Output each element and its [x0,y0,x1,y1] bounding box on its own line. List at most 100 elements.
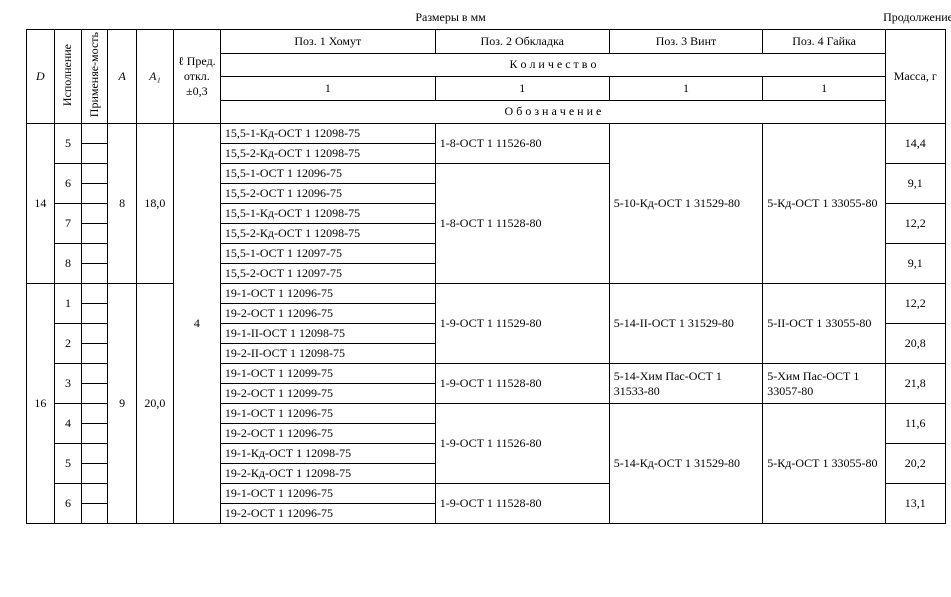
cell-prim [81,264,108,284]
cell-p2: 1-9-ОСТ 1 11528-80 [435,364,609,404]
col-poz4: Поз. 4 Гайка [763,30,886,54]
table-body: 145818,0415,5-1-Кд-ОСТ 1 12098-751-8-ОСТ… [26,124,945,524]
cell-isp: 7 [55,204,82,244]
cell-p2: 1-9-ОСТ 1 11526-80 [435,404,609,484]
cell-p1: 15,5-1-Кд-ОСТ 1 12098-75 [220,124,435,144]
qty-3: 1 [609,77,763,101]
col-poz1: Поз. 1 Хомут [220,30,435,54]
cell-mass: 13,1 [886,484,945,524]
cell-d: 16 [26,284,55,524]
cell-isp: 1 [55,284,82,324]
cell-prim [81,404,108,424]
col-a1: A₁ [136,30,173,124]
spec-table: D Исполнение Применяе-мость A A₁ ℓ Пред.… [26,29,946,524]
cell-isp: 5 [55,124,82,164]
cell-p4: 5-Кд-ОСТ 1 33055-80 [763,404,886,524]
cell-prim [81,204,108,224]
cell-mass: 21,8 [886,364,945,404]
cell-prim [81,444,108,464]
cell-prim [81,364,108,384]
cell-p1: 19-2-ОСТ 1 12099-75 [220,384,435,404]
cell-prim [81,244,108,264]
cell-p4: 5-Кд-ОСТ 1 33055-80 [763,124,886,284]
cell-a: 9 [108,284,137,524]
cell-p1: 19-1-ОСТ 1 12096-75 [220,284,435,304]
cell-mass: 20,8 [886,324,945,364]
cell-p1: 19-2-ОСТ 1 12096-75 [220,304,435,324]
table-header: D Исполнение Применяе-мость A A₁ ℓ Пред.… [26,30,945,124]
cell-mass: 9,1 [886,164,945,204]
col-ispolnenie: Исполнение [55,30,82,124]
col-l: ℓ Пред. откл. ±0,3 [173,30,220,124]
cell-prim [81,344,108,364]
cell-p1: 19-2-ОСТ 1 12096-75 [220,504,435,524]
cell-p3: 5-14-Кд-ОСТ 1 31529-80 [609,404,763,524]
cell-prim [81,424,108,444]
cell-p1: 15,5-1-Кд-ОСТ 1 12098-75 [220,204,435,224]
cell-prim [81,284,108,304]
cell-mass: 9,1 [886,244,945,284]
col-poz3: Поз. 3 Винт [609,30,763,54]
row-kolichestvo: К о л и ч е с т в о [220,53,885,77]
cell-p1: 19-1-II-ОСТ 1 12098-75 [220,324,435,344]
qty-2: 1 [435,77,609,101]
cell-prim [81,184,108,204]
cell-p1: 15,5-2-Кд-ОСТ 1 12098-75 [220,224,435,244]
cell-p3: 5-14-II-ОСТ 1 31529-80 [609,284,763,364]
cell-p2: 1-9-ОСТ 1 11529-80 [435,284,609,364]
row-oboznachenie: О б о з н а ч е н и е [220,100,885,124]
cell-p4: 5-Хим Пас-ОСТ 1 33057-80 [763,364,886,404]
cell-prim [81,304,108,324]
cell-p2: 1-8-ОСТ 1 11526-80 [435,124,609,164]
col-primenyaemost: Применяе-мость [81,30,108,124]
col-a: A [108,30,137,124]
cell-p1: 19-1-Кд-ОСТ 1 12098-75 [220,444,435,464]
cell-p3: 5-14-Хим Пас-ОСТ 1 31533-80 [609,364,763,404]
title-continuation: Продолжение [883,10,951,25]
cell-a: 8 [108,124,137,284]
cell-mass: 14,4 [886,124,945,164]
cell-prim [81,464,108,484]
cell-isp: 6 [55,164,82,204]
cell-l: 4 [173,124,220,524]
col-massa: Масса, г [886,30,945,124]
cell-p1: 15,5-2-ОСТ 1 12096-75 [220,184,435,204]
cell-p4: 5-II-ОСТ 1 33055-80 [763,284,886,364]
cell-isp: 6 [55,484,82,524]
cell-p2: 1-8-ОСТ 1 11528-80 [435,164,609,284]
cell-mass: 12,2 [886,204,945,244]
cell-p1: 19-2-Кд-ОСТ 1 12098-75 [220,464,435,484]
cell-a1: 20,0 [136,284,173,524]
cell-mass: 20,2 [886,444,945,484]
title-sizes: Размеры в мм [18,10,883,25]
cell-isp: 2 [55,324,82,364]
cell-isp: 8 [55,244,82,284]
cell-isp: 4 [55,404,82,444]
qty-1: 1 [220,77,435,101]
cell-isp: 3 [55,364,82,404]
cell-p3: 5-10-Кд-ОСТ 1 31529-80 [609,124,763,284]
cell-prim [81,144,108,164]
cell-p1: 19-2-ОСТ 1 12096-75 [220,424,435,444]
cell-p1: 19-1-ОСТ 1 12096-75 [220,484,435,504]
cell-p1: 15,5-1-ОСТ 1 12096-75 [220,164,435,184]
cell-prim [81,504,108,524]
cell-mass: 11,6 [886,404,945,444]
cell-p1: 15,5-2-ОСТ 1 12097-75 [220,264,435,284]
cell-prim [81,164,108,184]
cell-p1: 15,5-2-Кд-ОСТ 1 12098-75 [220,144,435,164]
cell-p1: 19-1-ОСТ 1 12099-75 [220,364,435,384]
cell-prim [81,384,108,404]
cell-p1: 15,5-1-ОСТ 1 12097-75 [220,244,435,264]
qty-4: 1 [763,77,886,101]
cell-p2: 1-9-ОСТ 1 11528-80 [435,484,609,524]
cell-isp: 5 [55,444,82,484]
col-d: D [26,30,55,124]
cell-mass: 12,2 [886,284,945,324]
cell-prim [81,224,108,244]
cell-prim [81,324,108,344]
cell-prim [81,124,108,144]
cell-p1: 19-1-ОСТ 1 12096-75 [220,404,435,424]
cell-d: 14 [26,124,55,284]
cell-p1: 19-2-II-ОСТ 1 12098-75 [220,344,435,364]
